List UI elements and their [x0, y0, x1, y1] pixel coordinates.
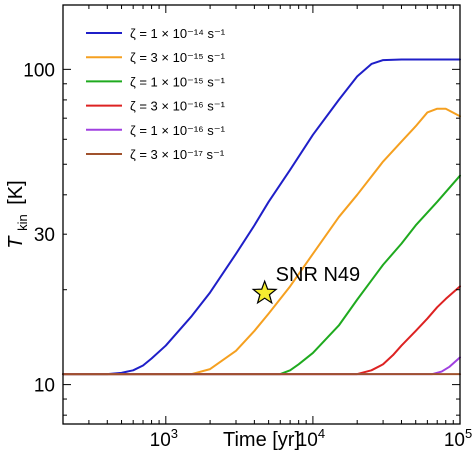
- series-lines: [62, 58, 461, 376]
- legend-entry-0: ζ = 1 × 10⁻¹⁴ s⁻¹: [130, 26, 226, 41]
- legend-entry-1: ζ = 3 × 10⁻¹⁵ s⁻¹: [130, 50, 226, 65]
- plot-frame: [62, 4, 461, 425]
- legend-entry-3: ζ = 3 × 10⁻¹⁶ s⁻¹: [130, 99, 226, 114]
- legend: ζ = 1 × 10⁻¹⁴ s⁻¹ ζ = 3 × 10⁻¹⁵ s⁻¹ ζ = 1 …: [86, 26, 226, 162]
- series-line-0: [62, 58, 461, 376]
- annotation-label: SNR N49: [276, 264, 360, 286]
- y-axis-label-unit: [K]: [5, 180, 27, 204]
- axes: [62, 4, 461, 425]
- series-line-1: [62, 107, 461, 376]
- x-tick-label-exp: 5: [465, 426, 472, 441]
- y-axis-label-main: T: [5, 235, 27, 249]
- legend-entry-4: ζ = 1 × 10⁻¹⁶ s⁻¹: [130, 123, 226, 138]
- y-axis-label: T kin [K]: [5, 180, 32, 248]
- y-axis-label-sub: kin: [15, 214, 30, 231]
- annotation: SNR N49: [251, 264, 360, 305]
- series-line-2: [62, 174, 461, 376]
- x-tick-label-base: 10: [444, 430, 465, 451]
- x-tick-label-exp: 3: [171, 426, 178, 441]
- x-axis-label: Time [yr]: [223, 429, 300, 451]
- x-tick-label-exp: 4: [318, 426, 325, 441]
- x-tick-label: 105: [444, 426, 472, 451]
- legend-entry-2: ζ = 1 × 10⁻¹⁵ s⁻¹: [130, 74, 226, 89]
- x-tick-label-base: 10: [297, 430, 318, 451]
- series-line-3: [62, 285, 461, 376]
- x-tick-label-base: 10: [150, 430, 171, 451]
- y-tick-label: 30: [34, 225, 55, 246]
- y-tick-label: 100: [23, 60, 55, 81]
- series-line-4: [62, 356, 461, 376]
- star-marker: [251, 279, 278, 305]
- legend-entry-5: ζ = 3 × 10⁻¹⁷ s⁻¹: [130, 147, 225, 162]
- y-tick-label: 10: [34, 376, 55, 397]
- x-tick-label: 104: [297, 426, 325, 451]
- x-tick-label: 103: [150, 426, 178, 451]
